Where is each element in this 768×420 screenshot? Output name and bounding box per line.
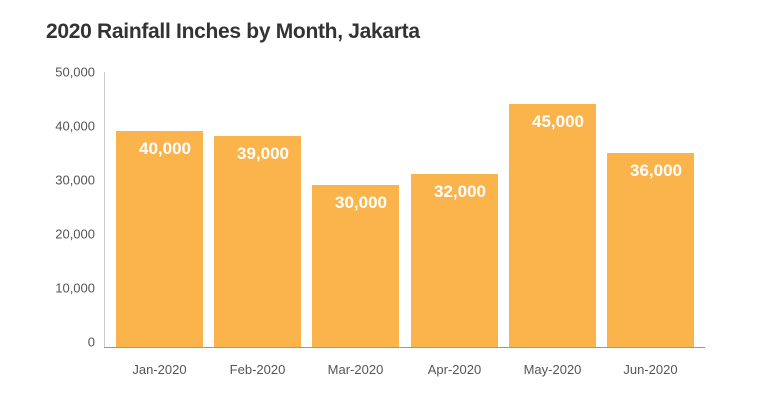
y-tick-label: 40,000 xyxy=(55,118,95,134)
x-tick-label: Jan-2020 xyxy=(132,362,187,377)
bar-value-label: 30,000 xyxy=(335,193,387,212)
bar-apr-2020: 32,000 xyxy=(411,174,498,347)
y-tick-label: 20,000 xyxy=(55,226,95,242)
x-tick-label: Jun-2020 xyxy=(623,362,678,377)
bar-value-label: 39,000 xyxy=(237,144,289,164)
x-tick-label: Feb-2020 xyxy=(229,362,286,377)
bar-feb-2020: 39,000 xyxy=(214,136,301,347)
bar-value-label: 36,000 xyxy=(630,160,682,180)
chart-title: 2020 Rainfall Inches by Month, Jakarta xyxy=(46,20,420,43)
bar-jan-2020: 40,000 xyxy=(116,131,203,347)
y-tick-label: 30,000 xyxy=(55,172,95,188)
y-tick-label: 10,000 xyxy=(55,280,95,296)
bar-jun-2020: 36,000 xyxy=(607,152,694,347)
bar-may-2020: 45,000 xyxy=(509,104,596,347)
x-axis-line xyxy=(104,347,705,348)
y-tick-label: 0 xyxy=(87,334,95,350)
y-axis-line xyxy=(104,72,105,347)
x-tick-label: May-2020 xyxy=(523,362,582,377)
x-tick-label: Mar-2020 xyxy=(327,362,384,377)
bar-value-label: 40,000 xyxy=(139,139,191,158)
x-tick-label: Apr-2020 xyxy=(427,362,482,377)
y-tick-label: 50,000 xyxy=(55,64,95,80)
bar-value-label: 45,000 xyxy=(532,112,584,131)
bar-value-label: 32,000 xyxy=(434,182,486,202)
bar-mar-2020: 30,000 xyxy=(312,185,399,347)
